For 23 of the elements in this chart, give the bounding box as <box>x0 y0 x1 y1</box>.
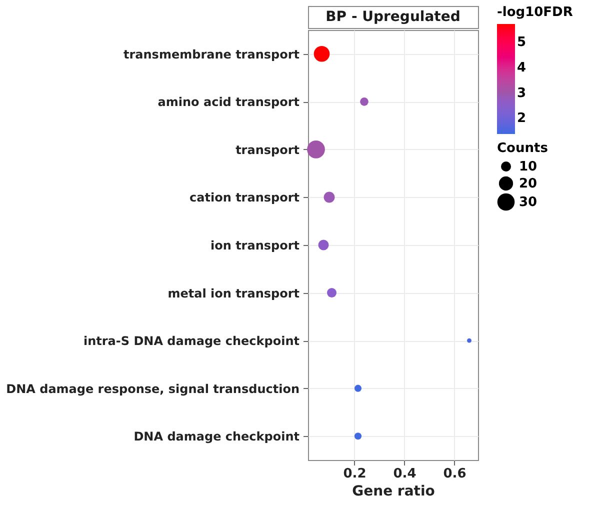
x-tick-label: 0.2 <box>343 466 366 482</box>
legend-label: 20 <box>519 176 538 192</box>
color-bar-label: 5 <box>517 35 526 50</box>
y-tick-label: transmembrane transport <box>124 47 300 62</box>
color-bar-label: 3 <box>517 86 526 101</box>
color-bar-label: 2 <box>517 111 526 126</box>
legend-label: 10 <box>519 160 538 174</box>
y-tick-label: ion transport <box>210 238 300 252</box>
chart-title: BP - Upregulated <box>326 9 460 25</box>
x-tick-label: 0.6 <box>443 466 466 482</box>
legend-label: 30 <box>519 195 538 210</box>
x-tick-label: 0.4 <box>393 466 416 482</box>
color-bar-title: -log10FDR <box>497 5 573 20</box>
y-tick-label: cation transport <box>190 190 300 205</box>
y-tick-label: intra-S DNA damage checkpoint <box>84 334 300 348</box>
color-bar-label: 4 <box>517 60 526 76</box>
y-tick-label: metal ion transport <box>168 286 300 300</box>
legend-title: Counts <box>497 141 548 156</box>
x-axis-title: Gene ratio <box>352 484 436 500</box>
y-tick-label: DNA damage checkpoint <box>134 430 300 444</box>
y-tick-label: transport <box>236 142 300 157</box>
y-tick-label: amino acid transport <box>158 95 300 110</box>
y-tick-label: DNA damage response, signal transduction <box>6 382 300 396</box>
